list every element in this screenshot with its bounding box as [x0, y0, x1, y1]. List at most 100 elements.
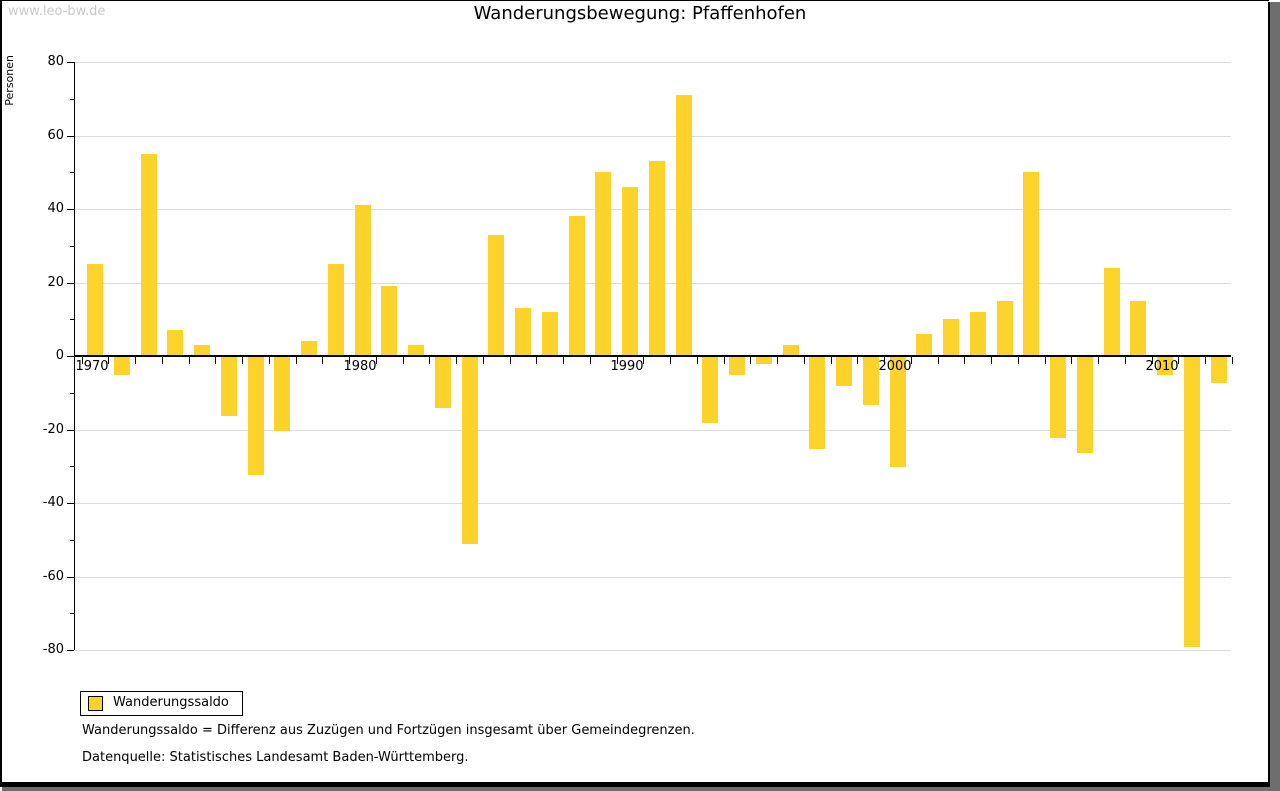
bar-1998 [836, 357, 852, 386]
x-tick-label-2000: 2000 [878, 359, 912, 374]
y-tick-label-20: 20 [47, 275, 64, 290]
bar-2002 [943, 319, 959, 356]
x-tick-label-1980: 1980 [343, 359, 377, 374]
x-tick-14 [456, 357, 457, 364]
bar-1986 [515, 308, 531, 356]
x-tick-31 [911, 357, 912, 364]
y-tick-label-80: 80 [47, 54, 64, 69]
x-tick-22 [670, 357, 671, 364]
bar-1972 [141, 154, 157, 356]
bar-1995 [756, 357, 772, 364]
y-tick-label--60: -60 [42, 569, 64, 584]
bar-1974 [194, 345, 210, 356]
x-tick-11 [376, 357, 377, 364]
x-tick-25 [750, 357, 751, 364]
bar-1971 [114, 357, 130, 375]
bar-2003 [970, 312, 986, 356]
x-tick-label-1990: 1990 [610, 359, 644, 374]
y-tick--80 [67, 650, 74, 651]
x-tick-19 [590, 357, 591, 364]
frame-bottom-shadow [2, 787, 1280, 791]
bar-2005 [1023, 172, 1039, 356]
y-tick-label--20: -20 [42, 422, 64, 437]
bar-1976 [248, 357, 264, 475]
x-tick-36 [1045, 357, 1046, 364]
y-tick-0 [67, 356, 74, 357]
legend-swatch-icon [88, 696, 103, 711]
x-tick-21 [643, 357, 644, 364]
y-tick-label--80: -80 [42, 642, 64, 657]
x-tick-6 [242, 357, 243, 364]
bar-1987 [542, 312, 558, 356]
y-tick--60 [67, 577, 74, 578]
footnote-source: Datenquelle: Statistisches Landesamt Bad… [82, 750, 469, 765]
bar-1994 [729, 357, 745, 375]
gridline-y-20 [75, 430, 1231, 431]
gridline-y-60 [75, 577, 1231, 578]
x-tick-38 [1098, 357, 1099, 364]
y-tick-60 [67, 136, 74, 137]
bar-1977 [274, 357, 290, 431]
y-minor-tick-70 [70, 99, 74, 100]
bar-1981 [381, 286, 397, 356]
x-tick-5 [215, 357, 216, 364]
x-tick-20 [617, 357, 618, 364]
x-tick-42 [1205, 357, 1206, 364]
bar-2010 [1157, 357, 1173, 375]
x-tick-34 [991, 357, 992, 364]
x-tick-3 [162, 357, 163, 364]
x-tick-label-2010: 2010 [1145, 359, 1179, 374]
bar-1978 [301, 341, 317, 356]
x-tick-41 [1178, 357, 1179, 364]
bar-2004 [997, 301, 1013, 356]
bar-2000 [890, 357, 906, 467]
y-tick--20 [67, 430, 74, 431]
bar-2009 [1130, 301, 1146, 356]
x-tick-33 [964, 357, 965, 364]
x-tick-4 [189, 357, 190, 364]
bar-1989 [595, 172, 611, 356]
x-tick-23 [697, 357, 698, 364]
bar-1984 [462, 357, 478, 544]
x-tick-0 [82, 357, 83, 364]
x-tick-1 [108, 357, 109, 364]
chart-title: Wanderungsbewegung: Pfaffenhofen [473, 3, 807, 24]
bar-1973 [167, 330, 183, 356]
bar-1996 [783, 345, 799, 356]
bar-1979 [328, 264, 344, 356]
y-minor-tick-30 [70, 246, 74, 247]
gridline-y60 [75, 136, 1231, 137]
y-minor-tick-10 [70, 319, 74, 320]
x-tick-32 [938, 357, 939, 364]
y-tick-20 [67, 283, 74, 284]
y-tick-80 [67, 62, 74, 63]
y-tick-label--40: -40 [42, 495, 64, 510]
y-tick--40 [67, 503, 74, 504]
y-tick-label-0: 0 [55, 348, 64, 363]
gridline-y-80 [75, 650, 1231, 651]
x-tick-27 [804, 357, 805, 364]
x-tick-label-1970: 1970 [75, 359, 109, 374]
y-minor-tick-50 [70, 172, 74, 173]
frame-top-border [0, 0, 1269, 1]
x-tick-35 [1018, 357, 1019, 364]
x-axis-line [75, 355, 1231, 357]
frame-right-shadow [1270, 2, 1280, 791]
y-minor-tick--10 [70, 393, 74, 394]
x-tick-2 [135, 357, 136, 364]
y-tick-label-60: 60 [47, 128, 64, 143]
site-watermark: www.leo-bw.de [8, 4, 106, 19]
x-tick-28 [831, 357, 832, 364]
bar-1982 [408, 345, 424, 356]
bar-2012 [1211, 357, 1227, 383]
bar-1993 [702, 357, 718, 423]
bar-1985 [488, 235, 504, 356]
x-tick-39 [1125, 357, 1126, 364]
bar-1970 [87, 264, 103, 356]
x-tick-24 [724, 357, 725, 364]
bar-2008 [1104, 268, 1120, 356]
x-tick-7 [269, 357, 270, 364]
bar-2001 [916, 334, 932, 356]
x-tick-16 [510, 357, 511, 364]
